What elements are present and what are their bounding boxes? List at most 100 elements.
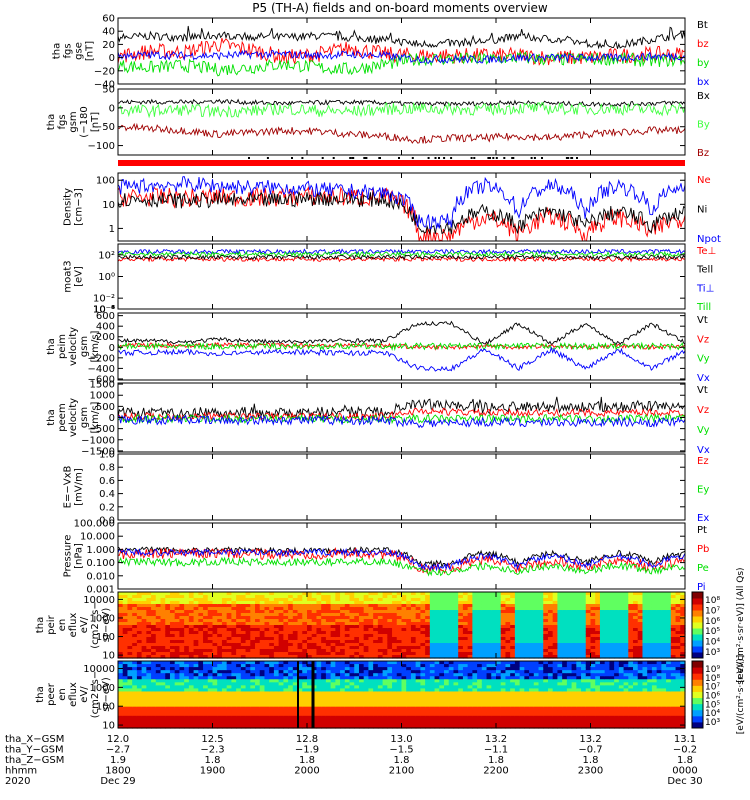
spectrogram-cell xyxy=(529,664,535,668)
spectrogram-cell xyxy=(590,649,596,653)
spectrogram-cell xyxy=(212,649,218,653)
spectrogram-cell xyxy=(321,703,327,708)
spectrogram-cell xyxy=(250,691,256,696)
spectrogram-cell xyxy=(221,592,228,596)
spectrogram-cell xyxy=(472,598,478,602)
spectrogram-cell xyxy=(330,655,336,659)
spectrogram-cell xyxy=(307,652,313,656)
spectrogram-cell xyxy=(122,607,129,611)
spectrogram-cell xyxy=(651,628,658,632)
spectrogram-cell xyxy=(529,637,535,641)
spectrogram-cell xyxy=(647,649,653,653)
spectrogram-cell xyxy=(429,592,436,596)
spectrogram-cell xyxy=(524,724,530,729)
spectrogram-cell xyxy=(604,616,610,620)
spectrogram-cell xyxy=(581,640,587,644)
spectrogram-cell xyxy=(377,595,384,599)
spectrogram-cell xyxy=(184,616,190,620)
spectrogram-cell xyxy=(406,697,412,702)
spectrogram-cell xyxy=(604,631,610,635)
spectrogram-cell xyxy=(529,610,535,614)
spectrogram-cell xyxy=(401,700,407,705)
spectrogram-cell xyxy=(637,637,644,641)
spectrogram-cell xyxy=(368,685,374,690)
spectrogram-cell xyxy=(477,664,483,668)
spectrogram-cell xyxy=(448,688,455,693)
spectrogram-cell xyxy=(623,628,629,632)
spectrogram-cell xyxy=(458,664,464,668)
spectrogram-cell xyxy=(151,676,157,680)
spectrogram-cell xyxy=(538,643,544,647)
spectrogram-cell xyxy=(481,640,488,644)
spectrogram-cell xyxy=(434,661,440,665)
spectrogram-cell xyxy=(581,655,587,659)
spectrogram-cell xyxy=(524,706,530,711)
spectrogram-cell xyxy=(401,664,407,668)
spectrogram-cell xyxy=(481,637,488,641)
spectrogram-cell xyxy=(510,604,516,608)
y-tick-label: 0.8 xyxy=(99,463,115,474)
spectrogram-cell xyxy=(231,634,237,638)
spectrogram-cell xyxy=(524,652,530,656)
spectrogram-cell xyxy=(269,724,275,729)
spectrogram-cell xyxy=(547,607,554,611)
spectrogram-cell xyxy=(510,676,516,680)
spectrogram-cell xyxy=(132,682,138,686)
spectrogram-cell xyxy=(524,640,530,644)
spectrogram-cell xyxy=(420,610,426,614)
spectrogram-cell xyxy=(642,637,648,641)
spectrogram-cell xyxy=(240,619,247,623)
spectrogram-cell xyxy=(321,715,327,720)
spectrogram-cell xyxy=(538,655,544,659)
spectrogram-cell xyxy=(519,694,525,699)
spectrogram-cell xyxy=(434,652,440,656)
spectrogram-cell xyxy=(458,616,464,620)
spectrogram-cell xyxy=(344,598,351,602)
spectrogram-cell xyxy=(392,685,398,690)
spectrogram-cell xyxy=(628,637,634,641)
spectrogram-cell xyxy=(207,703,214,708)
spectrogram-cell xyxy=(448,667,455,671)
spectrogram-cell xyxy=(184,604,190,608)
spectrogram-cell xyxy=(538,649,544,653)
spectrogram-cell xyxy=(151,673,157,677)
spectrogram-cell xyxy=(377,676,384,680)
spectrogram-cell xyxy=(118,637,124,641)
spectrogram-cell xyxy=(212,724,218,729)
spectrogram-cell xyxy=(458,688,464,693)
spectrogram-cell xyxy=(368,598,374,602)
spectrogram-cell xyxy=(510,619,516,623)
spectrogram-cell xyxy=(529,604,535,608)
spectrogram-cell xyxy=(292,595,299,599)
spectrogram-cell xyxy=(562,622,568,626)
y-tick-label: 400 xyxy=(96,322,115,333)
spectrogram-cell xyxy=(462,628,469,632)
spectrogram-cell xyxy=(571,607,577,611)
spectrogram-cell xyxy=(557,598,563,602)
spectrogram-cell xyxy=(165,673,171,677)
spectrogram-cell xyxy=(141,634,147,638)
spectrogram-cell xyxy=(420,715,426,720)
spectrogram-cell xyxy=(250,694,256,699)
spectrogram-cell xyxy=(174,598,181,602)
spectrogram-cell xyxy=(165,634,171,638)
spectrogram-cell xyxy=(316,595,322,599)
spectrogram-cell xyxy=(193,610,199,614)
spectrogram-cell xyxy=(656,610,662,614)
spectrogram-cell xyxy=(184,673,190,677)
spectrogram-cell xyxy=(543,652,549,656)
spectrogram-cell xyxy=(273,643,280,647)
spectrogram-cell xyxy=(420,592,426,596)
spectrogram-cell xyxy=(505,700,511,705)
spectrogram-cell xyxy=(651,619,658,623)
spectrogram-cell xyxy=(651,640,658,644)
spectrogram-cell xyxy=(434,712,440,717)
spectrogram-cell xyxy=(486,706,492,711)
spectrogram-cell xyxy=(500,649,507,653)
spectrogram-cell xyxy=(155,700,162,705)
spectrogram-cell xyxy=(486,724,492,729)
spectrogram-cell xyxy=(633,655,639,659)
spectrogram-cell xyxy=(278,706,284,711)
spectrogram-cell xyxy=(151,637,157,641)
spectrogram-cell xyxy=(618,628,625,632)
